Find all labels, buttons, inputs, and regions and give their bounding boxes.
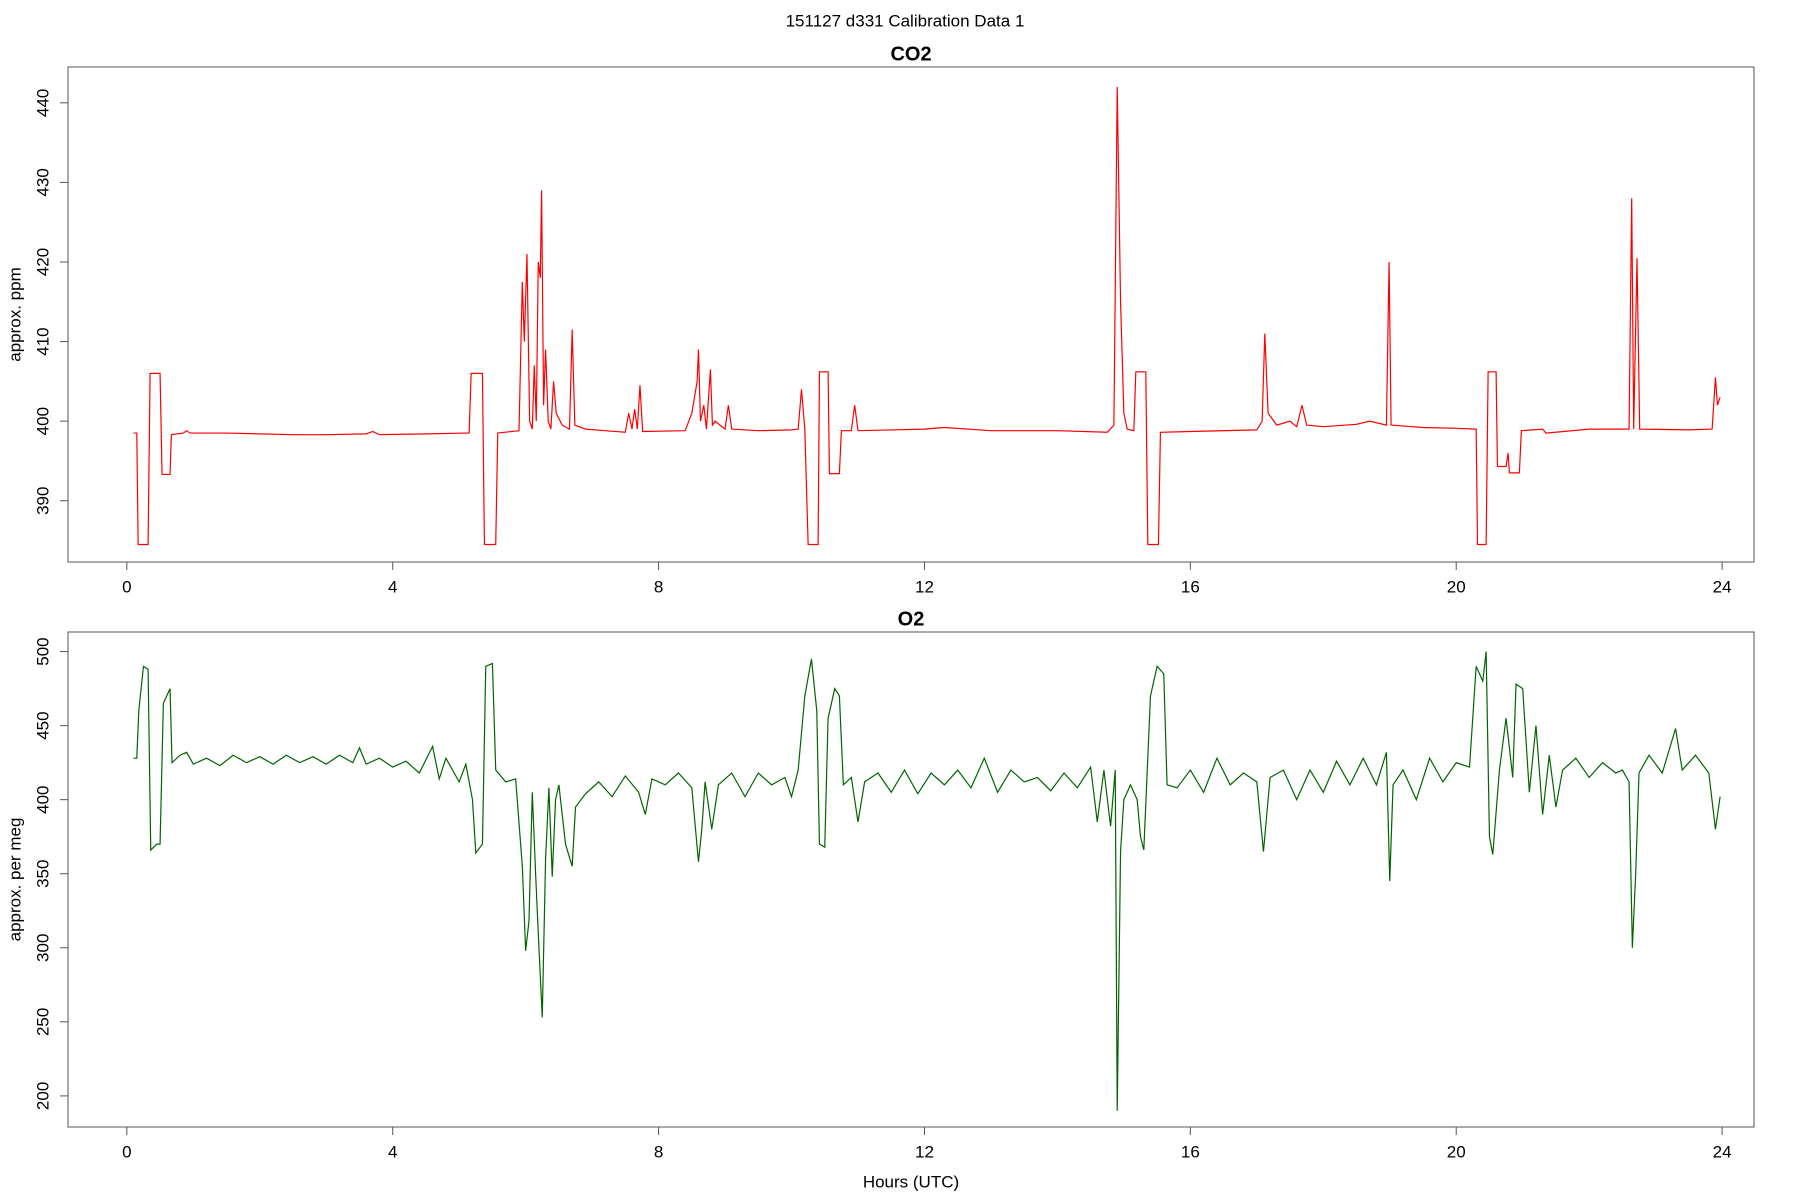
x-tick-label: 20 [1447,577,1466,596]
y-axis-label: approx. per meg [5,818,24,942]
x-tick-label: 8 [654,577,663,596]
y-tick-label: 400 [33,785,52,813]
x-tick-label: 24 [1713,577,1732,596]
x-tick-label: 20 [1447,1142,1466,1161]
x-tick-label: 16 [1181,577,1200,596]
y-tick-label: 250 [33,1008,52,1036]
x-tick-label: 0 [122,577,131,596]
panel-title: O2 [898,608,925,630]
y-tick-label: 200 [33,1082,52,1110]
y-tick-label: 400 [33,407,52,435]
figure-title: 151127 d331 Calibration Data 1 [786,11,1025,30]
x-tick-label: 0 [122,1142,131,1161]
y-tick-label: 450 [33,711,52,739]
x-tick-label: 4 [388,1142,397,1161]
y-tick-label: 300 [33,934,52,962]
x-tick-label: 12 [915,1142,934,1161]
x-tick-label: 8 [654,1142,663,1161]
x-tick-label: 4 [388,577,397,596]
y-tick-label: 430 [33,168,52,196]
y-tick-label: 410 [33,327,52,355]
y-tick-label: 440 [33,89,52,117]
x-tick-label: 24 [1713,1142,1732,1161]
panel-title: CO2 [890,43,931,65]
x-tick-label: 12 [915,577,934,596]
x-axis-label: Hours (UTC) [863,1172,959,1191]
x-tick-label: 16 [1181,1142,1200,1161]
data-line [133,651,1721,1111]
data-line [133,86,1721,546]
y-tick-label: 350 [33,860,52,888]
y-tick-label: 390 [33,487,52,515]
y-tick-label: 420 [33,248,52,276]
y-axis-label: approx. ppm [5,267,24,362]
y-tick-label: 500 [33,637,52,665]
